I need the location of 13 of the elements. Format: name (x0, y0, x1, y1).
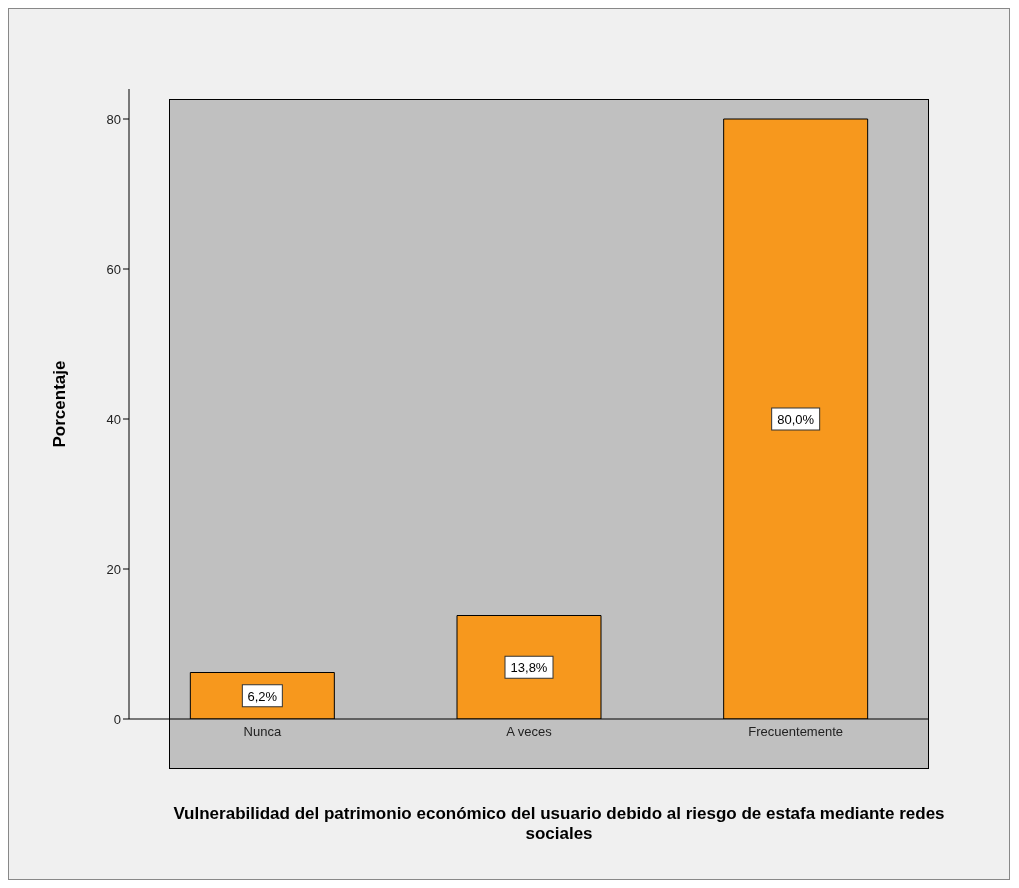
y-tick-label: 60 (106, 261, 121, 277)
y-tick-label: 40 (106, 411, 121, 427)
y-tick-label: 80 (106, 111, 121, 127)
x-axis-title: Vulnerabilidad del patrimonio económico del usuario debido al riesgo de estafa mediante redes sociales (172, 804, 946, 844)
data-label: 6,2% (247, 688, 278, 704)
data-label: 13,8% (510, 660, 548, 676)
y-tick-label: 20 (106, 561, 121, 577)
x-tick-label: A veces (506, 724, 553, 740)
x-tick-label: Frecuentemente (748, 724, 843, 740)
y-tick-label: 0 (113, 711, 121, 727)
x-tick-label: Nunca (243, 724, 282, 740)
data-label: 80,0% (777, 412, 815, 427)
y-axis-title: Porcentaje (50, 360, 70, 448)
